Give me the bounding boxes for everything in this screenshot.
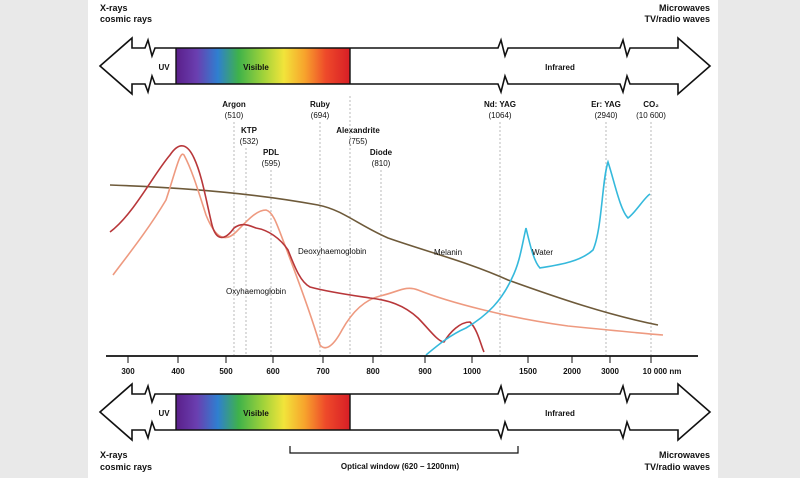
tick-1000: 1000 <box>463 367 481 376</box>
laser-co2-name: CO₂ <box>643 100 659 109</box>
tick-600: 600 <box>266 367 280 376</box>
water-label: Water <box>532 248 553 257</box>
band-outline-bottom <box>98 382 712 442</box>
laser-ruby-wavelength: (694) <box>311 111 330 120</box>
laser-ndyag-name: Nd: YAG <box>484 100 516 109</box>
spectrum-diagram: X-rays cosmic rays Microwaves TV/radio w… <box>98 3 712 472</box>
bottom-right-label-line-2: TV/radio waves <box>644 462 710 472</box>
oxyhaemoglobin-curve <box>112 153 664 349</box>
oxyhaemoglobin-label: Oxyhaemoglobin <box>226 287 286 296</box>
infrared-label: Infrared <box>545 63 575 72</box>
laser-ndyag-wavelength: (1064) <box>488 111 511 120</box>
laser-pdl-wavelength: (595) <box>262 159 281 168</box>
tick-3000: 3000 <box>601 367 619 376</box>
tick-800: 800 <box>366 367 380 376</box>
water-curve <box>425 159 651 356</box>
laser-argon-wavelength: (510) <box>225 111 244 120</box>
top-left-label-line-2: cosmic rays <box>100 14 152 24</box>
uv-label-bottom: UV <box>158 409 170 418</box>
tick-900: 900 <box>418 367 432 376</box>
visible-label: Visible <box>243 63 269 72</box>
top-spectrum-band: UV Visible Infrared <box>98 36 712 96</box>
tick-1500: 1500 <box>519 367 537 376</box>
bottom-right-label-line-1: Microwaves <box>659 450 710 460</box>
laser-argon-name: Argon <box>222 100 246 109</box>
laser-alexandrite-name: Alexandrite <box>336 126 380 135</box>
tick-300: 300 <box>121 367 135 376</box>
melanin-label: Melanin <box>434 248 462 257</box>
bottom-left-label-line-1: X-rays <box>100 450 128 460</box>
band-outline <box>98 36 712 96</box>
absorption-curves <box>109 145 664 356</box>
spectrum-figure: X-rays cosmic rays Microwaves TV/radio w… <box>88 0 718 478</box>
laser-guide-lines <box>233 96 652 355</box>
deoxyhaemoglobin-curve <box>109 145 485 353</box>
tick-500: 500 <box>219 367 233 376</box>
laser-pdl-name: PDL <box>263 148 279 157</box>
visible-gradient <box>176 48 350 84</box>
bottom-left-label-line-2: cosmic rays <box>100 462 152 472</box>
laser-alexandrite-wavelength: (755) <box>349 137 368 146</box>
laser-diode-name: Diode <box>370 148 393 157</box>
laser-eryag-wavelength: (2940) <box>594 111 617 120</box>
melanin-curve <box>109 184 659 326</box>
laser-diode-wavelength: (810) <box>372 159 391 168</box>
laser-eryag-name: Er: YAG <box>591 100 621 109</box>
laser-ktp-wavelength: (532) <box>240 137 259 146</box>
laser-labels: Argon (510) KTP (532) PDL (595) Ruby (69… <box>222 100 666 168</box>
deoxyhaemoglobin-label: Deoxyhaemoglobin <box>298 247 367 256</box>
laser-ruby-name: Ruby <box>310 100 331 109</box>
top-left-label-line-1: X-rays <box>100 3 128 13</box>
tick-400: 400 <box>171 367 185 376</box>
optical-window-label: Optical window (620 – 1200nm) <box>341 462 460 471</box>
visible-label-bottom: Visible <box>243 409 269 418</box>
laser-co2-wavelength: (10 600) <box>636 111 666 120</box>
tick-700: 700 <box>316 367 330 376</box>
tick-2000: 2000 <box>563 367 581 376</box>
bottom-spectrum-band: UV Visible Infrared <box>98 382 712 442</box>
optical-window-bracket: Optical window (620 – 1200nm) <box>289 446 519 471</box>
laser-ktp-name: KTP <box>241 126 258 135</box>
visible-gradient-bottom <box>176 394 350 430</box>
wavelength-axis: 300 400 500 600 700 800 900 1000 1500 20… <box>106 355 698 376</box>
infrared-label-bottom: Infrared <box>545 409 575 418</box>
top-right-label-line-2: TV/radio waves <box>644 14 710 24</box>
top-right-label-line-1: Microwaves <box>659 3 710 13</box>
tick-10000: 10 000 nm <box>643 367 682 376</box>
uv-label: UV <box>158 63 170 72</box>
